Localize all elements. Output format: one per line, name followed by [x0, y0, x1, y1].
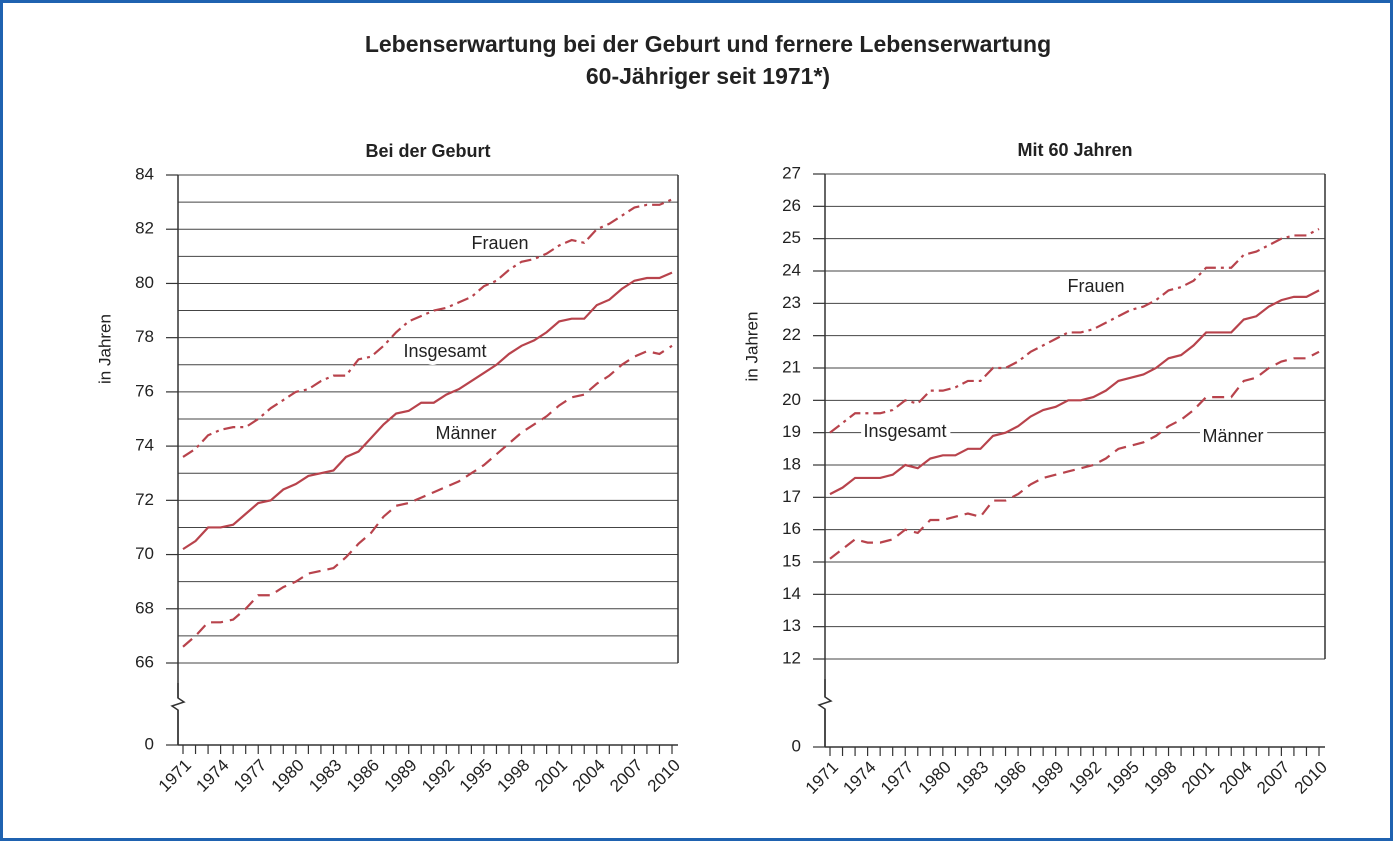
main-title: Lebenserwartung bei der Geburt und ferne…	[365, 31, 1051, 57]
y-axis-label: in Jahren	[95, 314, 114, 384]
series-label: Frauen	[471, 233, 528, 253]
y-tick-label: 0	[792, 736, 801, 755]
y-tick-label: 17	[782, 487, 801, 506]
y-tick-label: 18	[782, 454, 801, 473]
y-tick-label: 14	[782, 584, 801, 603]
y-tick-label: 80	[135, 273, 154, 292]
y-tick-label: 76	[135, 381, 154, 400]
series-line	[182, 271, 673, 551]
series-line	[829, 350, 1320, 560]
y-tick-label: 82	[135, 219, 154, 238]
series-label: Männer	[1202, 426, 1263, 446]
y-tick-label: 16	[782, 519, 801, 538]
y-tick-label: 22	[782, 325, 801, 344]
y-tick-label: 23	[782, 293, 801, 312]
y-tick-label: 84	[135, 164, 154, 183]
y-tick-label: 13	[782, 616, 801, 635]
y-tick-label: 66	[135, 652, 154, 671]
series-line	[829, 227, 1320, 434]
y-tick-label: 26	[782, 196, 801, 215]
y-axis-label: in Jahren	[742, 312, 761, 382]
y-tick-label: 21	[782, 357, 801, 376]
y-tick-label: 12	[782, 648, 801, 667]
y-tick-label: 74	[135, 436, 154, 455]
y-tick-label: 19	[782, 422, 801, 441]
chart-title: Bei der Geburt	[365, 141, 490, 161]
series-line	[829, 289, 1320, 496]
y-tick-label: 27	[782, 163, 801, 182]
chart-title: Mit 60 Jahren	[1017, 140, 1132, 160]
y-tick-label: 24	[782, 260, 801, 279]
series-label: Insgesamt	[403, 341, 486, 361]
axis-break	[817, 679, 833, 747]
main-title: 60-Jähriger seit 1971*)	[586, 63, 830, 89]
y-tick-label: 0	[145, 734, 154, 753]
series-label: Männer	[435, 423, 496, 443]
series-line	[182, 344, 673, 648]
y-tick-label: 72	[135, 490, 154, 509]
series-line	[182, 198, 673, 458]
y-tick-label: 68	[135, 598, 154, 617]
y-tick-label: 78	[135, 327, 154, 346]
y-tick-label: 15	[782, 551, 801, 570]
series-label: Frauen	[1067, 276, 1124, 296]
y-tick-label: 70	[135, 544, 154, 563]
axis-break	[170, 683, 186, 745]
series-label: Insgesamt	[863, 421, 946, 441]
y-tick-label: 20	[782, 390, 801, 409]
y-tick-label: 25	[782, 228, 801, 247]
